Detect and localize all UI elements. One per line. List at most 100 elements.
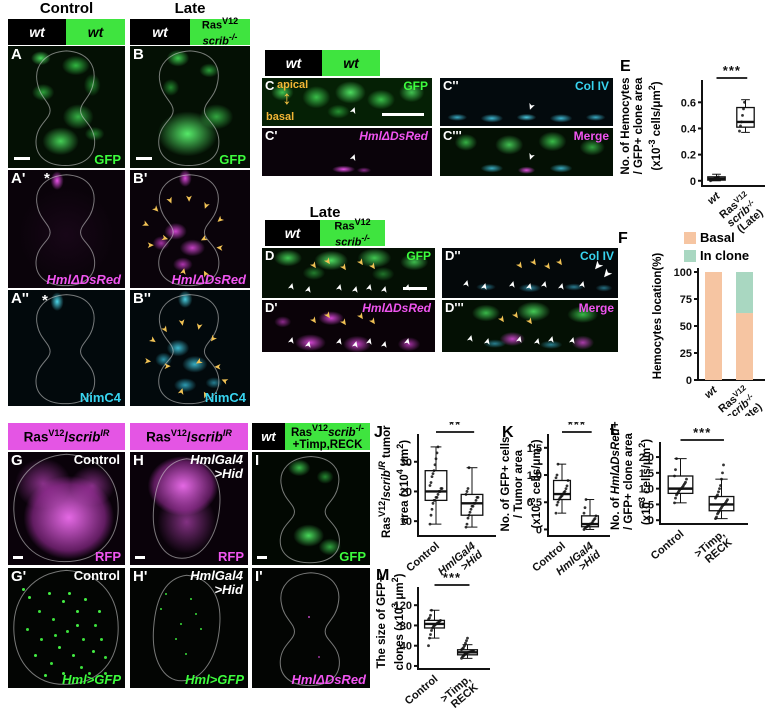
arrowhead-icon: ➤ [367, 260, 380, 273]
arrowhead-icon: ➤ [367, 314, 380, 327]
arrowhead-icon: ➤ [140, 217, 152, 230]
svg-text:0: 0 [536, 524, 542, 536]
svg-text:wt: wt [705, 189, 723, 207]
scale-bar [14, 157, 30, 160]
svg-text:***: *** [443, 570, 461, 585]
channel-label-hml-gfp: Hml>GFP [62, 672, 121, 687]
channel-label-gfp: GFP [406, 249, 431, 263]
arrowhead-icon: ➤ [337, 315, 351, 328]
genotype-wt: wt [130, 19, 190, 45]
svg-text:1.0: 1.0 [527, 470, 542, 482]
genotype-rasv12-scrib: RasV12 scrib-/- [320, 217, 385, 248]
arrowhead-icon: ➤ [363, 282, 375, 293]
arrowhead-icon: ➤ [523, 281, 536, 292]
panel-letter-L: L [610, 422, 620, 439]
genotype-bar-control: wt wt [8, 19, 125, 45]
legend-label-basal: Basal [700, 230, 735, 245]
arrowhead-icon: ➤ [176, 317, 188, 327]
channel-label-dsred: HmlΔDsRed [359, 129, 428, 143]
arrowhead-icon: ➤ [363, 336, 375, 347]
channel-label-hml-gfp: Hml>GFP [185, 672, 244, 687]
panel-D-prime: D' HmlΔDsRed ➤ ➤ ➤ ➤ ➤ ➤ ➤ ➤ ➤ ➤ ➤ ➤ [262, 300, 435, 352]
arrowhead-icon: ➤ [576, 279, 589, 290]
panel-letter: A'' [11, 290, 29, 307]
arrowhead-icon: ➤ [481, 336, 494, 347]
legend-item-basal: Basal [684, 229, 735, 247]
arrowhead-icon: ➤ [159, 323, 172, 335]
svg-text:0: 0 [686, 375, 692, 387]
arrowhead-icon: ➤ [149, 203, 162, 216]
arrowhead-icon: ➤ [513, 259, 527, 272]
panel-B-prime: B' HmlΔDsRed ➤ ➤ ➤ ➤ ➤ ➤ ➤ ➤ ➤ ➤ ➤ ➤ [130, 170, 250, 288]
disc-outline [8, 46, 125, 168]
hemocyte-dots [22, 588, 25, 591]
arrowhead-icon: ➤ [285, 281, 298, 292]
svg-text:0.4: 0.4 [681, 123, 697, 135]
legend-item-inclone: In clone [684, 247, 749, 265]
arrowhead-icon: ➤ [554, 256, 567, 269]
channel-label-gfp: GFP [94, 152, 121, 167]
arrowhead-icon: ➤ [193, 355, 205, 369]
channel-label-rfp: RFP [95, 549, 121, 564]
panel-H: H HmlGal4 >Hid RFP [130, 452, 248, 565]
panel-letter-J: J [374, 424, 383, 441]
svg-text:***: *** [723, 63, 741, 78]
arrowhead-icon: ➤ [538, 279, 550, 290]
panel-letter: D'' [445, 248, 461, 263]
svg-text:0: 0 [648, 515, 654, 527]
arrowhead-icon: ➤ [207, 332, 220, 345]
svg-text:0: 0 [406, 661, 412, 673]
channel-label-dsred: HmlΔDsRed [362, 301, 431, 315]
arrowhead-icon: ➤ [506, 279, 518, 290]
panel-letter: D''' [445, 300, 464, 315]
panel-letter: D' [265, 300, 278, 315]
panel-letter: A [11, 46, 22, 63]
channel-label-coliv: Col IV [579, 249, 614, 263]
panel-letter-F: F [618, 230, 628, 247]
arrowhead-icon: ➤ [163, 360, 172, 371]
svg-text:30: 30 [400, 457, 412, 469]
svg-text:***: *** [693, 425, 711, 440]
arrowhead-icon: ➤ [545, 334, 557, 345]
scale-bar [403, 287, 427, 290]
svg-text:0.6: 0.6 [681, 97, 696, 109]
channel-label-dsred: HmlΔDsRed [291, 672, 366, 687]
basal-label: basal [266, 111, 295, 123]
panel-letter-M: M [376, 567, 390, 584]
svg-text:>Timp,RECK: >Timp,RECK [692, 528, 734, 569]
scale-bar [382, 113, 424, 116]
arrowhead-icon: ➤ [200, 200, 213, 211]
channel-label-merge: Merge [573, 129, 609, 143]
arrowhead-icon: ➤ [337, 261, 351, 274]
panel-letter: A' [11, 170, 26, 187]
chart-M-boxplot: 0 40 80 120 Control >Timp,RECK *** [372, 565, 552, 708]
svg-text:2.0: 2.0 [639, 452, 654, 464]
asterisk-marker: * [42, 292, 48, 309]
genotype-wt: wt [252, 423, 285, 450]
svg-text:1.5: 1.5 [527, 443, 542, 455]
arrowhead-icon: ➤ [349, 338, 362, 349]
genotype-rasv12-scrib: RasV12 scrib-/- [190, 16, 250, 47]
disc-outline [8, 290, 125, 406]
header-wt-timp-reck: wt RasV12scrib-/- +Timp,RECK [252, 423, 370, 451]
arrowhead-icon: ➤ [197, 232, 210, 245]
arrowhead-icon: ➤ [308, 259, 321, 272]
svg-text:50: 50 [680, 321, 692, 333]
arrowhead-icon: ➤ [146, 239, 155, 250]
panel-letter: I' [255, 568, 263, 585]
arrowhead-icon: ➤ [193, 322, 205, 332]
arrowhead-icon: ➤ [530, 336, 543, 347]
arrowhead-icon: ➤ [322, 255, 335, 268]
arrowhead-icon: ➤ [460, 278, 473, 289]
panel-A: A GFP [8, 46, 125, 168]
panel-letter-K: K [502, 424, 514, 441]
scale-bar [257, 556, 267, 559]
genotype-bar-d: wt RasV12 scrib-/- [265, 217, 385, 248]
svg-text:1.5: 1.5 [639, 468, 654, 480]
channel-label-dsred: HmlΔDsRed [171, 272, 246, 287]
panel-B-doubleprime: B'' NimC4 ➤ ➤ ➤ ➤ ➤ ➤ ➤ ➤ ➤ ➤ ➤ ➤ [130, 290, 250, 406]
panel-G: G Control RFP [8, 452, 125, 565]
panel-letter: C [265, 78, 275, 93]
arrowhead-icon: ➤ [143, 355, 153, 367]
arrowhead-icon: ➤ [302, 284, 315, 295]
